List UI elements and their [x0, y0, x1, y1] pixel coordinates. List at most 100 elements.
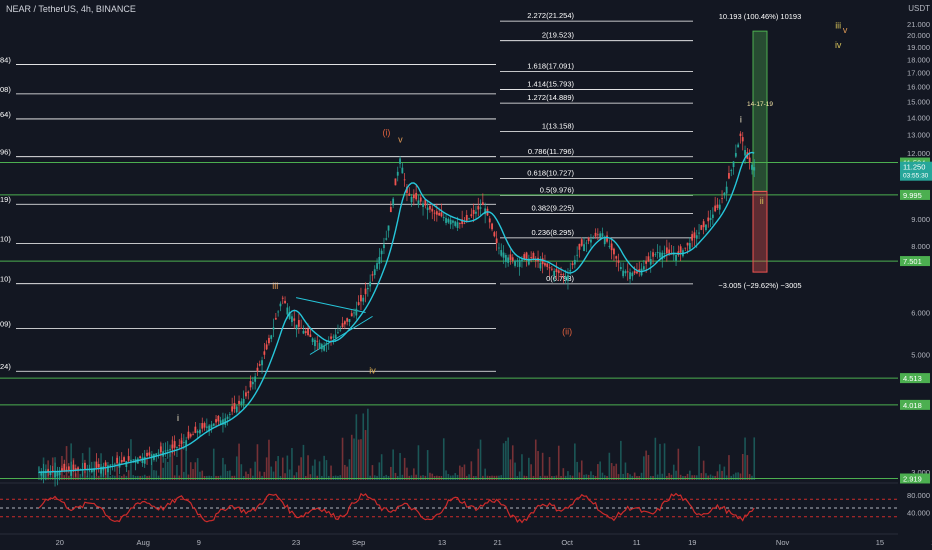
candle-body: [355, 308, 358, 316]
candle-body: [143, 456, 146, 464]
candle-body: [178, 444, 181, 446]
volume-bar: [509, 459, 512, 480]
candle-body: [562, 274, 565, 276]
volume-bar: [293, 475, 296, 480]
volume-bar: [148, 475, 151, 480]
volume-bar: [130, 439, 132, 480]
volume-bar: [629, 474, 631, 480]
candle-body: [90, 468, 93, 473]
candle-body: [642, 266, 645, 270]
time-axis-tick: Sep: [352, 538, 365, 547]
price-axis-tick: 21.000: [907, 20, 930, 29]
wave-label: (ii): [562, 327, 572, 337]
candle-body: [734, 153, 737, 157]
candle-body: [224, 418, 227, 425]
candle-body: [684, 247, 687, 249]
candle-body: [702, 221, 705, 228]
candle-body: [247, 391, 250, 393]
candle-body: [668, 249, 671, 254]
volume-bar: [196, 458, 199, 480]
volume-bar: [357, 439, 360, 480]
volume-bar: [709, 474, 712, 480]
volume-bar: [449, 475, 452, 480]
candle-body: [95, 461, 98, 468]
candle-body: [297, 320, 300, 327]
volume-bar: [390, 466, 392, 480]
candle-body: [263, 351, 266, 355]
volume-bar: [111, 475, 114, 480]
candle-body: [396, 171, 399, 176]
volume-bar: [311, 465, 314, 480]
volume-bar: [201, 470, 204, 480]
volume-bar: [118, 475, 121, 480]
level-price-text: 7.501: [903, 257, 922, 266]
candle-body: [622, 270, 625, 277]
candle-body: [608, 245, 611, 247]
candle-body: [341, 323, 344, 328]
volume-bar: [245, 471, 247, 480]
volume-bar: [732, 474, 735, 480]
wave-label: i: [740, 114, 742, 124]
volume-bar: [626, 472, 629, 480]
candle-body: [217, 415, 220, 422]
candle-body: [316, 340, 319, 342]
candle-body: [518, 259, 521, 267]
candle-body: [371, 274, 374, 276]
volume-bar: [548, 457, 551, 480]
candle-body: [748, 157, 751, 163]
volume-bar: [613, 466, 615, 480]
candle-body: [284, 300, 286, 304]
volume-bar: [252, 475, 254, 480]
volume-bar: [580, 460, 583, 480]
candle-body: [567, 275, 569, 281]
time-axis-tick: Nov: [776, 538, 790, 547]
price-axis-tick: 18.000: [907, 55, 930, 64]
candle-body: [718, 204, 721, 210]
candle-body: [564, 276, 567, 280]
candle-body: [665, 247, 668, 254]
old-fib-label: 08): [0, 85, 11, 94]
candle-body: [509, 254, 512, 260]
candle-body: [587, 237, 590, 242]
wave-label: i: [177, 413, 179, 423]
price-axis-tick: 5.000: [911, 351, 930, 360]
volume-bar: [88, 447, 91, 480]
volume-bar: [472, 475, 475, 480]
volume-bar: [403, 457, 406, 480]
volume-bar: [413, 468, 415, 480]
volume-bar: [203, 475, 206, 480]
candle-body: [615, 256, 618, 259]
volume-bar: [235, 456, 238, 480]
volume-bar: [369, 475, 371, 480]
price-axis-tick: 3.000: [911, 468, 930, 477]
volume-bar: [192, 468, 194, 480]
candle-body: [251, 381, 254, 385]
volume-bar: [479, 439, 482, 480]
candle-body: [242, 398, 245, 404]
volume-bar: [649, 475, 652, 480]
candle-body: [550, 268, 553, 270]
volume-bar: [187, 474, 190, 480]
candle-body: [525, 252, 528, 259]
candle-body: [553, 270, 556, 276]
volume-bar: [77, 469, 79, 480]
candle-body: [585, 242, 588, 244]
candle-body: [357, 302, 360, 305]
candle-body: [532, 252, 535, 259]
candle-body: [691, 234, 694, 241]
volume-bar: [334, 475, 337, 480]
candle-body: [498, 247, 500, 249]
candle-body: [309, 334, 312, 337]
candle-body: [212, 423, 215, 426]
volume-bar: [590, 471, 592, 480]
volume-bar: [254, 461, 256, 480]
short-position-label: −3.005 (−29.62%) −3005: [718, 281, 801, 290]
long-position-label: 10.193 (100.46%) 10193: [719, 12, 802, 21]
volume-bar: [217, 475, 220, 480]
volume-bar: [219, 475, 222, 480]
volume-bar: [675, 470, 677, 480]
candle-body: [638, 269, 641, 272]
candle-body: [546, 263, 549, 267]
price-axis-tick: 14.000: [907, 113, 930, 122]
